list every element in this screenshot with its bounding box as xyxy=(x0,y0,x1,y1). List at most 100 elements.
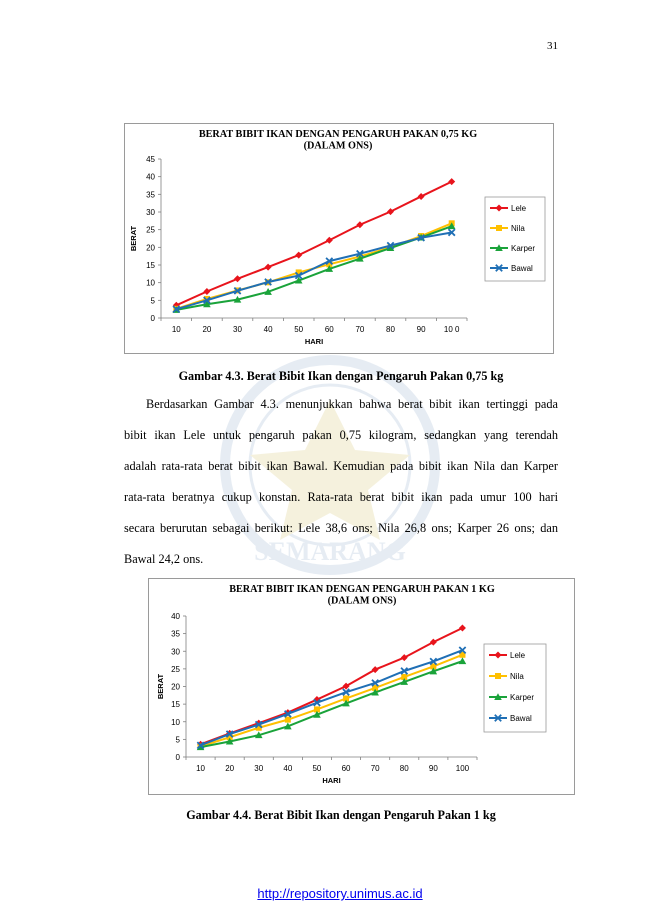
y-tick-label: 0 xyxy=(176,753,181,762)
data-point xyxy=(417,192,425,200)
data-point xyxy=(203,300,211,308)
chart-title-line: (DALAM ONS) xyxy=(304,141,373,152)
data-point xyxy=(203,295,210,302)
data-point xyxy=(371,666,379,674)
x-tick-label: 90 xyxy=(417,325,426,334)
x-tick-label: 20 xyxy=(225,764,234,773)
paragraph-line: bibit ikan Lele untuk pengaruh pakan 0,7… xyxy=(124,428,558,442)
data-point xyxy=(284,716,291,723)
series-nila xyxy=(197,651,466,750)
y-tick-label: 40 xyxy=(146,173,155,182)
x-tick-label: 70 xyxy=(355,325,364,334)
y-axis-label: BERAT xyxy=(156,673,165,699)
paragraph-line: rata-rata beratnya cukup konstan. Rata-r… xyxy=(124,490,558,504)
x-tick-label: 20 xyxy=(202,325,211,334)
x-axis-label: HARI xyxy=(322,776,340,785)
data-point xyxy=(386,244,395,252)
data-point xyxy=(429,667,438,675)
data-point xyxy=(429,638,437,646)
data-point xyxy=(313,698,321,707)
legend-label: Bawal xyxy=(511,264,533,273)
data-point xyxy=(284,722,292,730)
y-tick-label: 40 xyxy=(171,612,180,621)
data-point xyxy=(343,695,350,702)
legend-label: Lele xyxy=(510,651,526,660)
series-line xyxy=(175,180,453,307)
data-point xyxy=(325,265,334,272)
footer-link-container: http://repository.unimus.ac.id xyxy=(0,886,650,901)
data-point xyxy=(233,295,242,303)
y-axis-label: BERAT xyxy=(129,225,138,251)
series-bawal xyxy=(172,228,456,314)
data-point xyxy=(417,233,425,242)
x-tick-label: 80 xyxy=(386,325,395,334)
x-tick-label: 70 xyxy=(371,764,380,773)
legend: Lele Nila Karper Bawal xyxy=(484,196,546,282)
data-point xyxy=(264,278,272,286)
x-tick-label: 80 xyxy=(400,764,409,773)
y-tick-label: 0 xyxy=(151,314,156,323)
legend-label: Karper xyxy=(511,244,535,253)
legend-marker xyxy=(494,651,502,659)
legend-marker xyxy=(494,714,502,722)
y-tick-label: 5 xyxy=(151,296,156,305)
x-tick-label: 10 xyxy=(196,764,205,773)
data-point xyxy=(284,709,292,717)
data-point xyxy=(325,257,334,265)
data-point xyxy=(342,699,350,707)
data-point xyxy=(458,657,467,665)
data-point xyxy=(400,667,409,675)
data-point xyxy=(401,673,408,680)
y-tick-label: 25 xyxy=(171,665,180,674)
x-tick-label: 50 xyxy=(294,325,303,334)
data-point xyxy=(234,275,241,283)
data-point xyxy=(356,221,364,229)
figure-caption-4-3: Gambar 4.3. Berat Bibit Ikan dengan Peng… xyxy=(178,369,504,383)
data-point xyxy=(400,654,408,662)
data-point xyxy=(226,734,233,741)
data-point xyxy=(372,684,379,691)
data-point xyxy=(295,269,302,276)
series-line xyxy=(200,660,463,749)
data-point xyxy=(371,688,379,696)
watermark-text: SEMARANG xyxy=(254,537,406,566)
series-line xyxy=(200,649,463,747)
data-point xyxy=(429,657,438,666)
legend-marker xyxy=(495,244,503,251)
series-bawal xyxy=(196,646,467,750)
series-line xyxy=(200,653,463,748)
data-point xyxy=(356,254,364,262)
y-tick-label: 25 xyxy=(146,226,155,235)
data-point xyxy=(356,249,364,258)
data-point xyxy=(295,251,303,259)
legend-label: Bawal xyxy=(510,714,532,723)
legend-label: Lele xyxy=(511,204,527,213)
data-point xyxy=(196,741,205,750)
series-line xyxy=(176,231,452,311)
legend-label: Karper xyxy=(510,693,534,702)
data-point xyxy=(371,679,379,687)
data-point xyxy=(254,731,263,739)
legend-marker xyxy=(494,693,502,700)
chart-pakan-1kg: BERAT BIBIT IKAN DENGAN PENGARUH PAKAN 1… xyxy=(148,578,575,795)
y-tick-label: 15 xyxy=(171,700,180,709)
university-logo-watermark: SEMARANG xyxy=(220,355,440,575)
data-point xyxy=(325,236,333,244)
data-point xyxy=(294,276,303,284)
y-tick-label: 30 xyxy=(171,647,180,656)
data-point xyxy=(342,688,350,696)
x-tick-label: 30 xyxy=(254,764,263,773)
y-tick-label: 45 xyxy=(146,155,155,164)
y-tick-label: 10 xyxy=(146,279,155,288)
x-tick-label: 40 xyxy=(283,764,292,773)
data-point xyxy=(284,710,292,718)
y-tick-label: 5 xyxy=(176,735,181,744)
data-point xyxy=(430,663,437,670)
repository-link[interactable]: http://repository.unimus.ac.id xyxy=(257,886,423,901)
series-line xyxy=(176,225,453,311)
data-point xyxy=(448,178,456,186)
page-number: 31 xyxy=(547,40,558,52)
y-tick-label: 10 xyxy=(171,718,180,727)
x-tick-label: 50 xyxy=(312,764,321,773)
data-point xyxy=(342,682,350,690)
